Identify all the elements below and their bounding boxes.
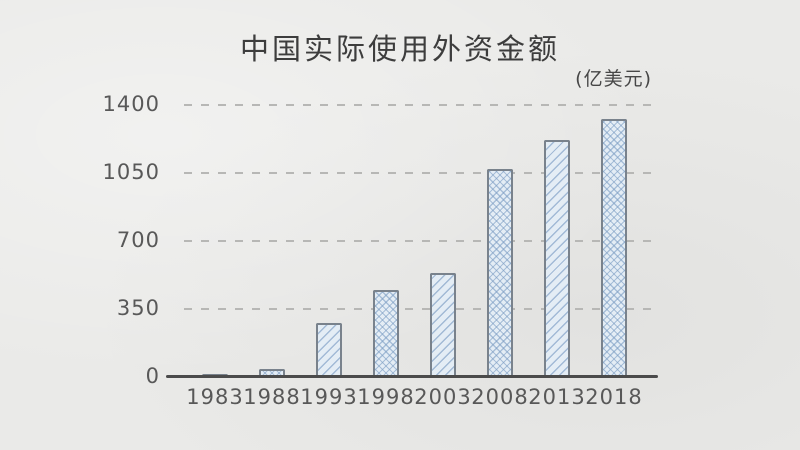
x-tick-label-1993: 1993 xyxy=(300,385,358,409)
bar-2008 xyxy=(487,169,513,377)
bar-2003 xyxy=(430,273,456,377)
x-tick-label-2013: 2013 xyxy=(528,385,586,409)
bar-1998 xyxy=(373,289,399,377)
y-tick-label-0: 0 xyxy=(145,364,160,388)
unit-label: (亿美元) xyxy=(575,68,652,90)
gridline-350 xyxy=(184,308,651,310)
y-tick-label-700: 700 xyxy=(116,228,160,252)
gridline-1050 xyxy=(184,172,651,174)
x-tick-label-1988: 1988 xyxy=(243,385,301,409)
plot-area xyxy=(170,104,653,377)
x-tick-label-2003: 2003 xyxy=(414,385,472,409)
gridline-1400 xyxy=(184,104,651,106)
x-tick-label-1998: 1998 xyxy=(357,385,415,409)
chart-title: 中国实际使用外资金额 xyxy=(239,32,560,66)
gridline-700 xyxy=(184,240,651,242)
x-tick-label-2008: 2008 xyxy=(471,385,529,409)
y-tick-label-1400: 1400 xyxy=(102,92,160,116)
bar-2018 xyxy=(601,118,627,377)
y-tick-label-1050: 1050 xyxy=(102,160,160,184)
bar-2013 xyxy=(544,139,570,377)
bar-1993 xyxy=(316,322,342,377)
x-axis-line xyxy=(166,375,658,378)
y-tick-label-350: 350 xyxy=(116,296,160,320)
x-tick-label-2018: 2018 xyxy=(585,385,643,409)
bar-1988 xyxy=(259,369,285,377)
x-tick-label-1983: 1983 xyxy=(186,385,244,409)
